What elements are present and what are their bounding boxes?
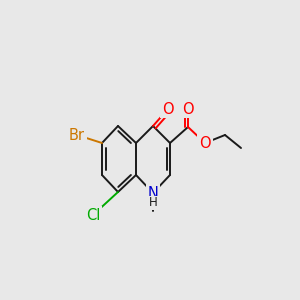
- Text: O: O: [199, 136, 211, 151]
- Text: Br: Br: [69, 128, 85, 142]
- Text: H: H: [148, 196, 158, 209]
- Text: O: O: [182, 101, 194, 116]
- Text: N: N: [148, 185, 158, 200]
- Text: O: O: [162, 101, 174, 116]
- Text: Cl: Cl: [86, 208, 100, 223]
